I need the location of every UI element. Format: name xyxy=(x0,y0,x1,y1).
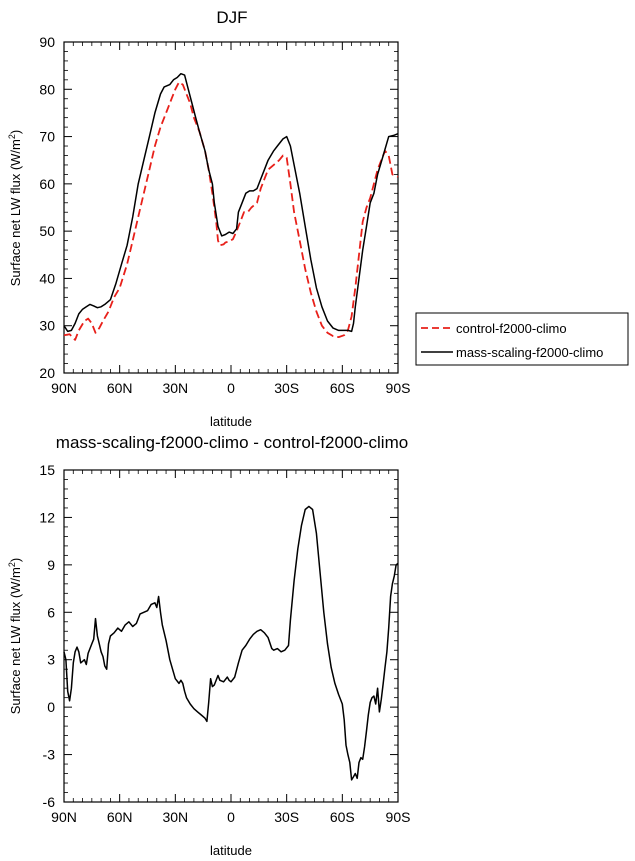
top-y-tick-label: 90 xyxy=(39,34,55,50)
bottom-x-tick-label: 60S xyxy=(330,809,355,825)
top-plot-frame xyxy=(63,41,399,374)
bottom-axis-ticks: 90N 60N 30N 0 30S 60S 90S -6 -3 0 3 6 9 12 15 xyxy=(39,462,410,825)
top-series-line-control-f2000-climo xyxy=(63,81,399,341)
top-series-line-mass-scaling-f2000-climo xyxy=(63,72,399,333)
top-x-tick-label: 90S xyxy=(386,380,411,396)
top-y-axis-label: Surface net LW flux (W/m2) xyxy=(7,130,23,287)
bottom-x-tick-label: 90N xyxy=(51,809,77,825)
bottom-y-tick-label: 15 xyxy=(39,462,55,478)
bottom-y-tick-label: -3 xyxy=(43,747,56,763)
legend-label-mass-scaling: mass-scaling-f2000-climo xyxy=(456,345,603,360)
top-y-tick-label: 70 xyxy=(39,129,55,145)
top-y-tick-label: 20 xyxy=(39,365,55,381)
bottom-y-tick-label: 3 xyxy=(47,652,55,668)
top-panel: DJF 90N 60N 30N 0 30S 60S 90S2030405060708090 … xyxy=(7,8,629,429)
bottom-y-tick-label: 12 xyxy=(39,509,55,525)
top-x-tick-label: 90N xyxy=(51,380,77,396)
top-y-tick-label: 80 xyxy=(39,81,55,97)
top-series-lines xyxy=(63,72,399,341)
bottom-panel: mass-scaling-f2000-climo - control-f2000… xyxy=(7,433,410,858)
top-x-axis-label: latitude xyxy=(210,414,252,429)
top-y-tick-label: 50 xyxy=(39,223,55,239)
top-x-tick-label: 60S xyxy=(330,380,355,396)
bottom-plot-area: 90N 60N 30N 0 30S 60S 90S -6 -3 0 3 6 9 12 15 xyxy=(39,462,410,825)
bottom-x-tick-label: 60N xyxy=(107,809,133,825)
top-x-tick-label: 60N xyxy=(107,380,133,396)
top-plot-area: 90N 60N 30N 0 30S 60S 90S 20 30 40 50 60 70 80 90 xyxy=(39,34,410,396)
top-y-tick-label: 30 xyxy=(39,318,55,334)
bottom-y-axis-label: Surface net LW flux (W/m2) xyxy=(7,558,23,715)
bottom-x-axis-label: latitude xyxy=(210,843,252,858)
legend: control-f2000-climo mass-scaling-f2000-c… xyxy=(415,312,629,366)
top-y-tick-label: 40 xyxy=(39,270,55,286)
top-x-tick-label: 30S xyxy=(274,380,299,396)
legend-label-control: control-f2000-climo xyxy=(456,321,567,336)
top-x-tick-label: 0 xyxy=(227,380,235,396)
bottom-y-tick-label: -6 xyxy=(43,794,56,810)
bottom-y-tick-label: 6 xyxy=(47,604,55,620)
bottom-panel-title: mass-scaling-f2000-climo - control-f2000… xyxy=(56,433,408,452)
bottom-x-tick-label: 30N xyxy=(162,809,188,825)
top-x-tick-label: 30N xyxy=(162,380,188,396)
bottom-x-tick-label: 30S xyxy=(274,809,299,825)
bottom-series-line-0 xyxy=(63,505,399,781)
top-axis-ticks: 90N 60N 30N 0 30S 60S 90S 20 30 40 50 60 70 80 90 xyxy=(39,34,410,396)
legend-box xyxy=(415,312,629,366)
bottom-series-lines xyxy=(63,505,399,781)
top-panel-title: DJF xyxy=(216,8,247,27)
bottom-y-tick-label: 9 xyxy=(47,557,55,573)
top-y-tick-label: 60 xyxy=(39,176,55,192)
bottom-y-tick-label: 0 xyxy=(47,699,55,715)
bottom-x-tick-label: 0 xyxy=(227,809,235,825)
bottom-x-tick-label: 90S xyxy=(386,809,411,825)
